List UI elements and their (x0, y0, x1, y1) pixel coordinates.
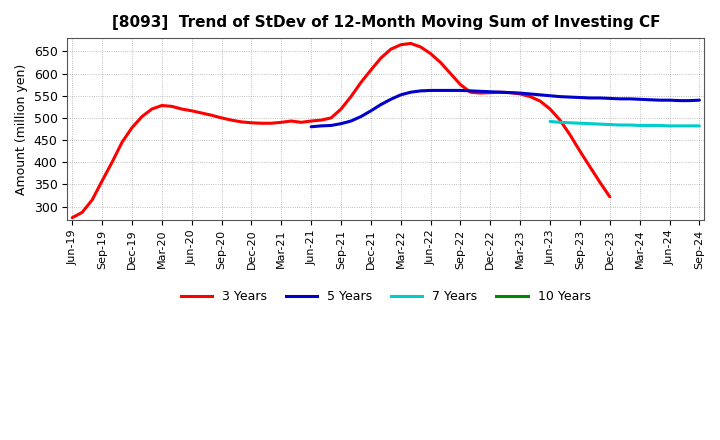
Title: [8093]  Trend of StDev of 12-Month Moving Sum of Investing CF: [8093] Trend of StDev of 12-Month Moving… (112, 15, 660, 30)
Y-axis label: Amount (million yen): Amount (million yen) (15, 63, 28, 194)
Legend: 3 Years, 5 Years, 7 Years, 10 Years: 3 Years, 5 Years, 7 Years, 10 Years (176, 285, 595, 308)
